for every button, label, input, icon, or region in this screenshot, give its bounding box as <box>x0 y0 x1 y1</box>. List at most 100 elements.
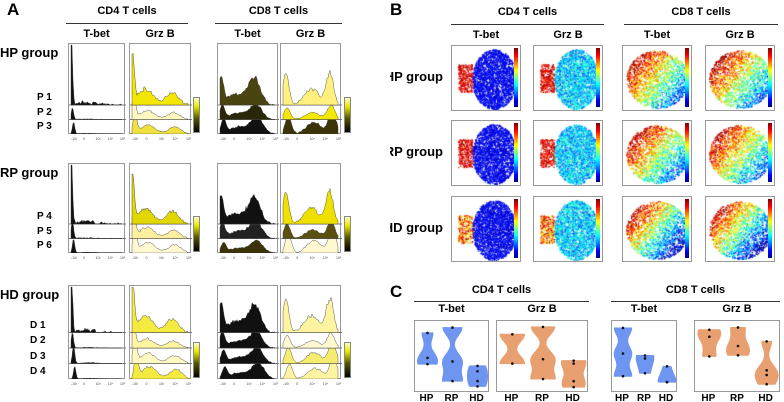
data-point <box>541 325 545 329</box>
violin-plot <box>414 320 489 392</box>
axis-tick-label: -10³ <box>132 256 139 260</box>
histogram-plot <box>69 286 126 379</box>
histogram-curve <box>131 286 189 333</box>
panel-a-marker-tbet-cd8: T-bet <box>234 28 261 40</box>
tsne-scatter <box>706 197 774 261</box>
sample-label: P 2 <box>37 106 52 118</box>
panel-b-marker-2: T-bet <box>643 29 671 41</box>
tsne-scatter <box>534 46 602 110</box>
violin-shape <box>560 360 587 388</box>
tsne-plot <box>451 196 521 262</box>
axis-tick-label: 0 <box>233 382 236 386</box>
histogram-plot <box>218 75 279 134</box>
axis-tick-label: 10³ <box>159 137 165 141</box>
axis-tick-label: 10⁵ <box>186 256 192 260</box>
histogram-box <box>129 285 192 379</box>
histogram-curve <box>282 331 339 349</box>
axis-tick-label: 10⁴ <box>107 137 114 141</box>
panel-c-marker-0: T-bet <box>438 303 465 315</box>
axis-tick-label: 10³ <box>159 256 165 260</box>
panel-b-marker-0: T-bet <box>472 29 500 41</box>
histogram-curve <box>282 188 339 225</box>
violin-plot <box>611 320 677 392</box>
colorbar <box>685 199 689 258</box>
data-point <box>621 374 625 378</box>
axis-tick-label: 10⁵ <box>336 382 342 386</box>
histogram-plot <box>69 164 126 253</box>
tsne-plot <box>622 120 692 186</box>
data-point <box>572 379 575 383</box>
axis-tick-label: -10³ <box>220 382 227 386</box>
panel-a-marker-grzb-cd8: Grz B <box>295 28 326 40</box>
tsne-scatter <box>706 121 774 185</box>
panel-c-letter: C <box>390 282 403 301</box>
histogram-plot <box>218 194 279 253</box>
data-point <box>621 326 625 330</box>
axis-tick-label: 10³ <box>246 256 252 260</box>
x-label-hd: HD <box>758 393 773 402</box>
panel-b-marker-1: Grz B <box>553 29 583 41</box>
colorbar <box>514 123 518 182</box>
data-point <box>765 382 768 386</box>
data-point <box>643 354 647 357</box>
axis-tick-label: 10⁵ <box>273 382 279 386</box>
histogram-curve <box>131 226 189 253</box>
axis-tick-label: 10⁵ <box>120 256 126 260</box>
axis-tick-label: 10⁵ <box>273 137 279 141</box>
panel-c-marker-3: Grz B <box>722 303 752 315</box>
colorbar <box>596 48 600 107</box>
axis-tick-label: -10³ <box>132 137 139 141</box>
axis-tick-label: 0 <box>145 256 148 260</box>
histogram-box <box>217 163 279 253</box>
data-point <box>736 344 740 348</box>
violin-shape <box>530 326 556 380</box>
data-point <box>572 359 575 362</box>
x-label-rp: RP <box>730 393 744 402</box>
histogram-curve <box>219 345 276 364</box>
panel-a-cd8-rule <box>215 23 342 24</box>
histogram-box <box>280 163 342 253</box>
data-point <box>451 326 454 329</box>
histogram-plot <box>130 286 192 379</box>
histogram-plot <box>218 302 279 379</box>
colorbar <box>768 123 772 182</box>
violin-svg <box>416 326 489 388</box>
axis-tick-label: 10⁵ <box>336 137 342 141</box>
colorbar <box>685 123 689 182</box>
sample-label: P 5 <box>37 225 52 237</box>
tsne-scatter <box>534 121 602 185</box>
data-point <box>426 331 429 335</box>
axis-tick-label: 10⁴ <box>172 256 178 260</box>
tsne-plot <box>533 196 603 262</box>
data-point <box>708 328 711 332</box>
histogram-box <box>280 43 342 134</box>
axis-tick-label: -10³ <box>132 382 139 386</box>
tsne-plot <box>451 45 521 111</box>
x-label-hd: HD <box>469 393 484 402</box>
axis-tick-label: 10⁴ <box>259 382 266 386</box>
sample-label: D 2 <box>30 335 46 346</box>
histogram-curve <box>219 102 276 120</box>
axis-tick-label: 10⁴ <box>322 382 329 386</box>
histogram-box <box>68 285 126 379</box>
axis-tick-label: 10³ <box>95 137 101 141</box>
axis-tick-label: -10³ <box>283 137 290 141</box>
histogram-box <box>68 43 126 134</box>
data-point <box>426 356 429 360</box>
histogram-curve <box>131 322 189 349</box>
panel-b-cd4-rule <box>451 24 604 25</box>
tsne-plot <box>622 196 692 262</box>
violin-plot <box>694 320 780 392</box>
axis-tick-label: -10³ <box>71 137 78 141</box>
tsne-plot <box>705 120 775 186</box>
histogram-curve <box>282 296 339 333</box>
x-label-rp: RP <box>444 393 459 402</box>
axis-tick-label: 10³ <box>159 382 165 386</box>
panel-a-letter: A <box>7 0 20 19</box>
tsne-plot <box>533 120 603 186</box>
axis-tick-label: 10³ <box>95 382 101 386</box>
violin-shape <box>754 340 779 385</box>
violin-svg <box>697 326 779 386</box>
data-point <box>511 362 514 365</box>
axis-tick-label: 0 <box>233 256 236 260</box>
